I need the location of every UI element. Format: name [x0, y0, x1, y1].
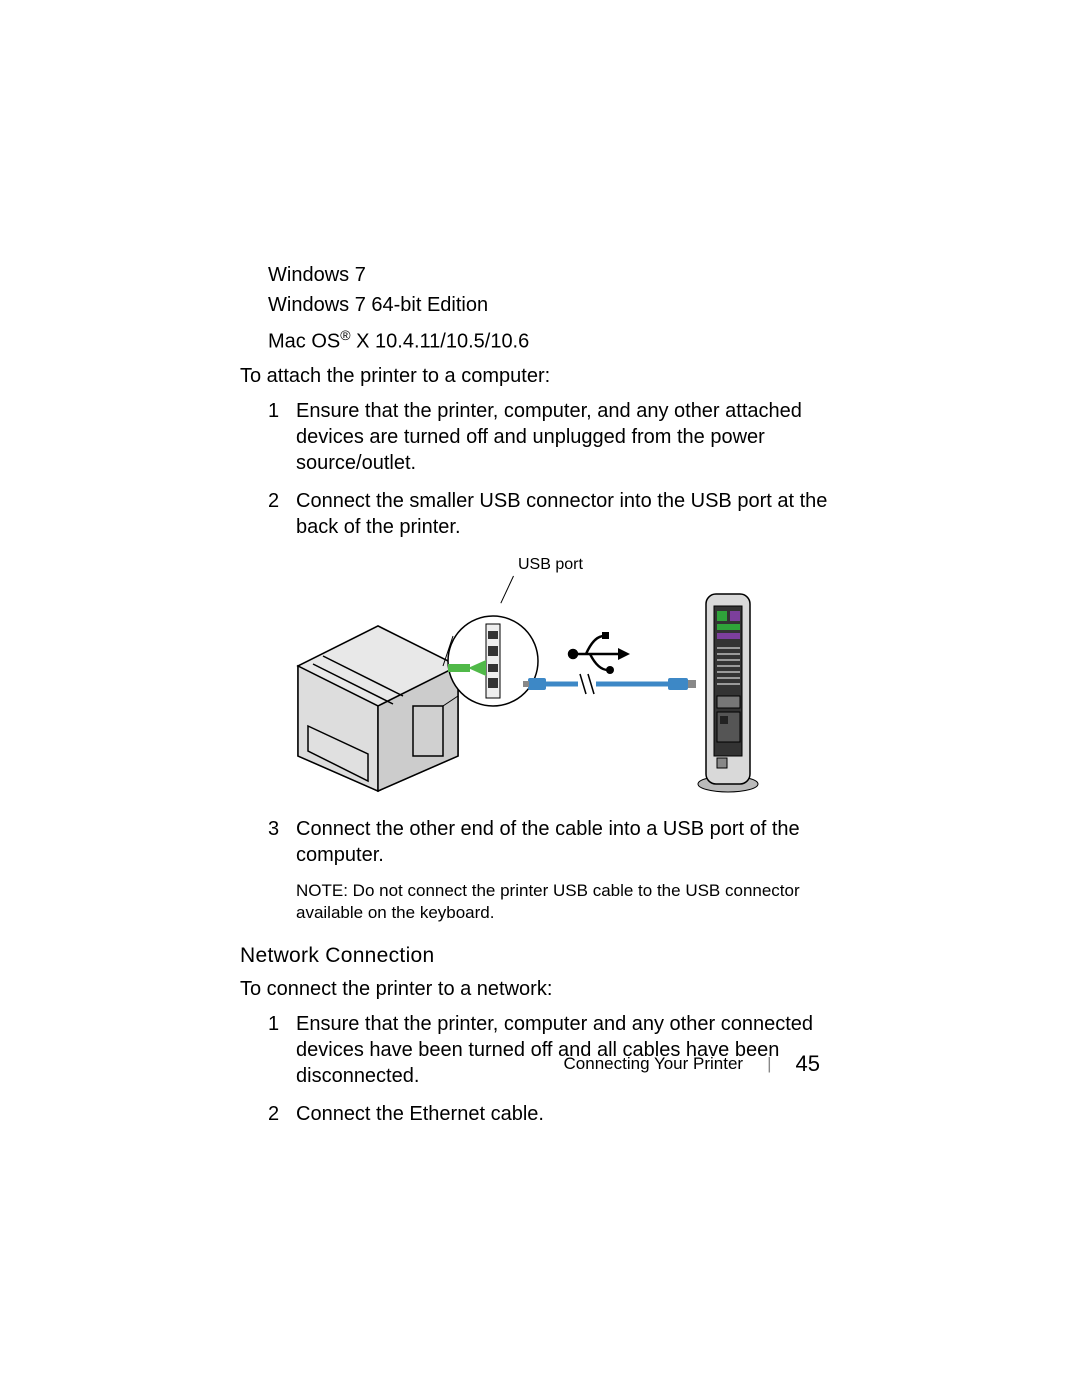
os-item: Mac OS® X 10.4.11/10.5/10.6 — [268, 320, 830, 357]
note-text: Do not connect the printer USB cable to … — [296, 881, 800, 922]
step-text: Ensure that the printer, computer, and a… — [296, 398, 830, 476]
step-item: 3 Connect the other end of the cable int… — [268, 816, 830, 868]
document-page: Windows 7 Windows 7 64-bit Edition Mac O… — [0, 0, 1080, 1397]
registered-mark: ® — [340, 327, 350, 343]
intro-text: To attach the printer to a computer: — [240, 365, 830, 388]
chapter-title: Connecting Your Printer — [564, 1054, 744, 1074]
figure-svg — [268, 556, 768, 796]
step-text: Connect the Ethernet cable. — [296, 1101, 830, 1127]
section-heading: Network Connection — [240, 944, 830, 968]
footer-divider: | — [767, 1054, 771, 1074]
intro-text: To connect the printer to a network: — [240, 978, 830, 1001]
usb-cable-icon — [523, 674, 696, 694]
step-item: 2 Connect the smaller USB connector into… — [268, 488, 830, 540]
computer-tower-icon — [698, 594, 758, 792]
note-block: NOTE: Do not connect the printer USB cab… — [296, 880, 830, 924]
page-number: 45 — [796, 1051, 820, 1077]
step-text: Connect the other end of the cable into … — [296, 816, 830, 868]
step-number: 2 — [268, 488, 296, 540]
step-item: 2 Connect the Ethernet cable. — [268, 1101, 830, 1127]
step-number: 1 — [268, 1011, 296, 1089]
os-item: Windows 7 64-bit Edition — [268, 290, 830, 320]
os-item: Windows 7 — [268, 260, 830, 290]
printer-icon — [298, 626, 458, 791]
step-text: Connect the smaller USB connector into t… — [296, 488, 830, 540]
usb-connection-figure: USB port — [268, 556, 768, 796]
step-item: 1 Ensure that the printer, computer, and… — [268, 398, 830, 476]
os-item-suffix: X 10.4.11/10.5/10.6 — [351, 331, 530, 353]
os-item-prefix: Mac OS — [268, 331, 340, 353]
step-number: 1 — [268, 398, 296, 476]
note-label: NOTE: — [296, 881, 348, 900]
step-number: 3 — [268, 816, 296, 868]
os-list: Windows 7 Windows 7 64-bit Edition Mac O… — [268, 260, 830, 357]
usb-port-label: USB port — [518, 556, 583, 574]
usb-symbol-icon — [569, 632, 630, 674]
step-number: 2 — [268, 1101, 296, 1127]
page-footer: Connecting Your Printer | 45 — [564, 1051, 820, 1077]
